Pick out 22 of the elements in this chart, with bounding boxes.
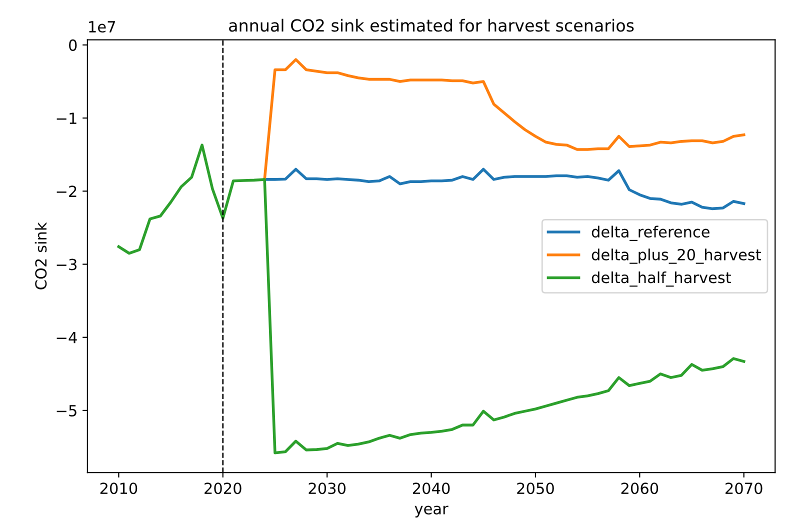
- x-tick-label: 2070: [726, 482, 762, 494]
- line-series: [263, 168, 746, 210]
- x-tick-label: 2050: [517, 482, 554, 494]
- x-tick-label: 2020: [204, 482, 242, 494]
- y-axis-title: CO2 sink: [34, 222, 47, 290]
- x-tick-label: 2010: [100, 482, 138, 494]
- y-tick-label: −3: [56, 258, 76, 270]
- legend-label: delta_reference: [592, 226, 710, 241]
- y-tick-label: −4: [56, 332, 77, 344]
- y-tick-label: 0: [69, 39, 77, 51]
- legend-label: delta_half_harvest: [592, 271, 732, 287]
- y-tick-label: −1: [56, 112, 76, 124]
- x-tick-label: 2060: [621, 482, 658, 494]
- chart-title: annual CO2 sink estimated for harvest scenarios: [229, 18, 634, 32]
- legend-label: delta_plus_20_harvest: [592, 248, 762, 264]
- x-axis-title: year: [414, 506, 448, 518]
- x-tick-label: 2040: [412, 482, 450, 494]
- x-tick-label: 2030: [308, 482, 346, 494]
- y-tick-label: −5: [56, 405, 76, 416]
- text: 1e7: [89, 21, 115, 33]
- y-tick-label: −2: [56, 186, 76, 197]
- line-series: [263, 58, 746, 181]
